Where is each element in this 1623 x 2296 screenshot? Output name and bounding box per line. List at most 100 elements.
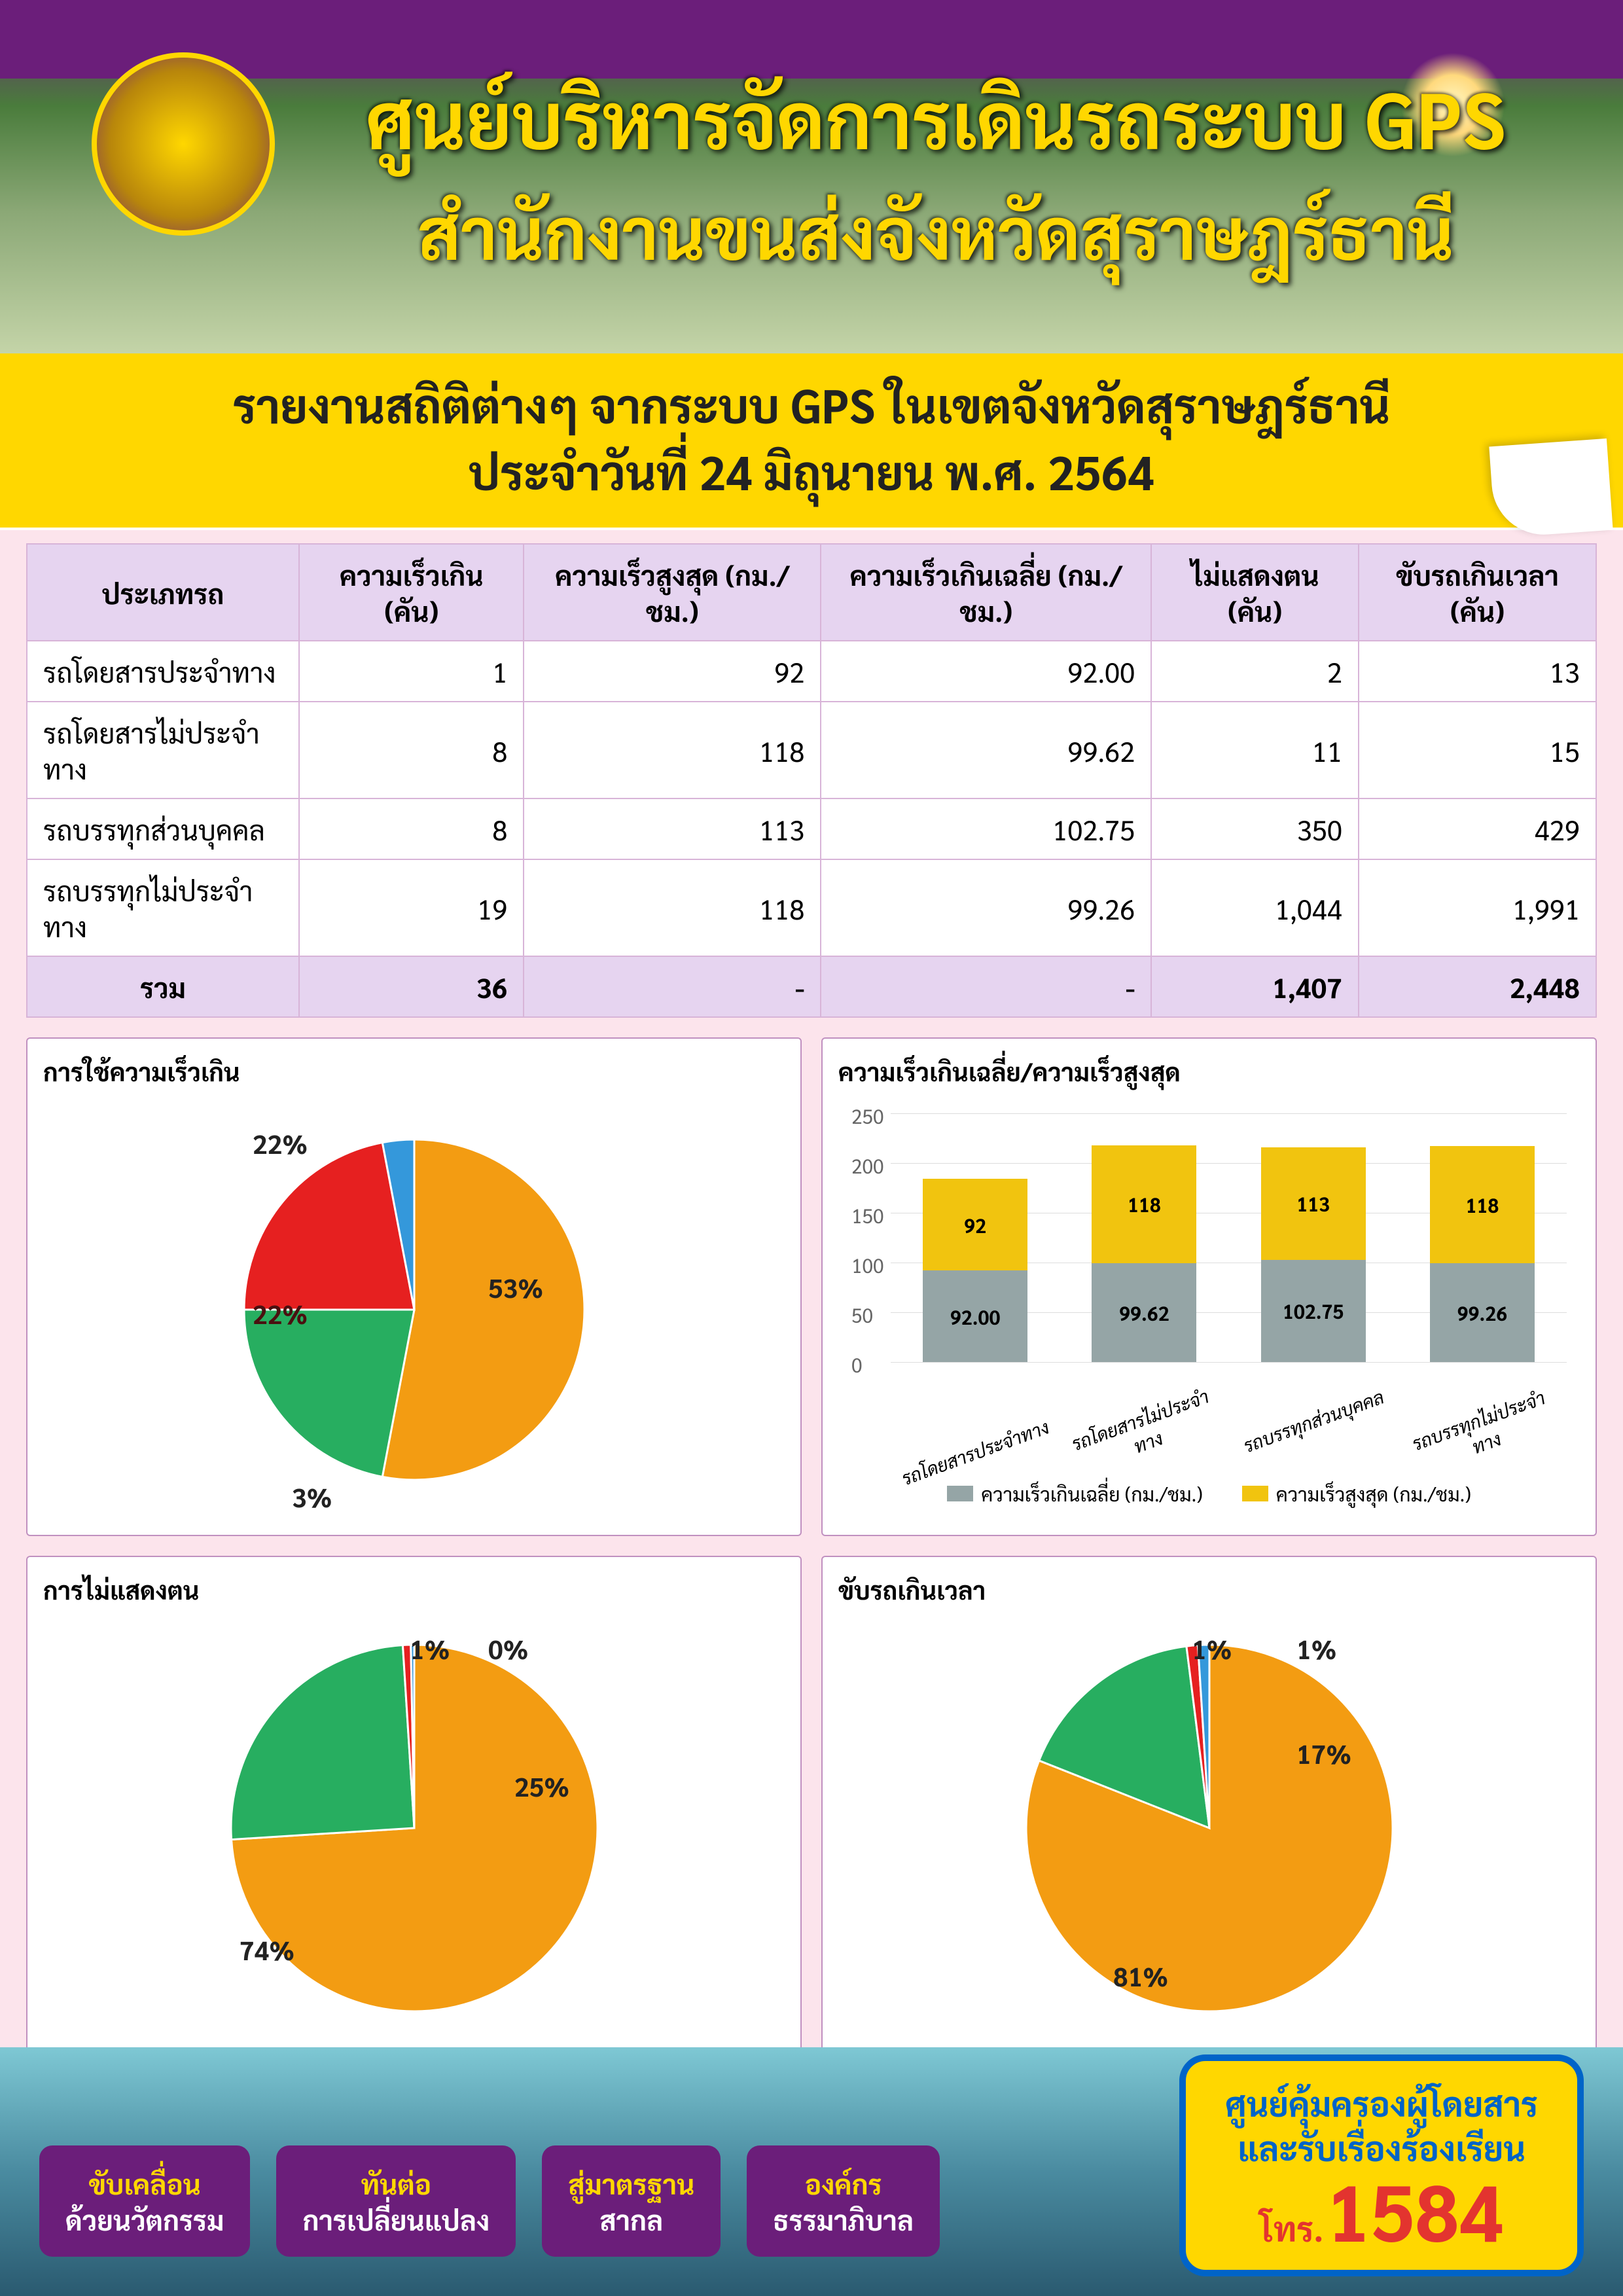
bar-category-label: รถบรรทุกไม่ประจำทาง — [1400, 1382, 1564, 1480]
pie-no-identify: การไม่แสดงตน 74% 25% 1% 0% — [26, 1556, 802, 2054]
table-cell: รถบรรทุกส่วนบุคคล — [27, 798, 299, 859]
table-cell: 13 — [1359, 641, 1596, 702]
pie-label: 81% — [1113, 1959, 1168, 1993]
badge-subtitle: สากล — [568, 2201, 694, 2237]
footer-badge: องค์กรธรรมาภิบาล — [747, 2145, 940, 2257]
stats-table: ประเภทรถความเร็วเกิน (คัน)ความเร็วสูงสุด… — [26, 543, 1597, 1018]
footer-badge: ทันต่อการเปลี่ยนแปลง — [276, 2145, 516, 2257]
table-cell: 92.00 — [821, 641, 1151, 702]
table-row: รถบรรทุกส่วนบุคคล8113102.75350429 — [27, 798, 1596, 859]
table-cell: รถบรรทุกไม่ประจำทาง — [27, 859, 299, 956]
table-header: ความเร็วสูงสุด (กม./ชม.) — [524, 544, 821, 641]
title-main: ศูนย์บริหารจัดการเดินรถระบบ GPS — [288, 65, 1584, 168]
hotline-tel-label: โทร. — [1260, 2206, 1324, 2250]
table-header: ไม่แสดงตน (คัน) — [1151, 544, 1359, 641]
y-tick-label: 0 — [851, 1352, 863, 1377]
table-cell: 429 — [1359, 798, 1596, 859]
table-header: ความเร็วเกินเฉลี่ย (กม./ชม.) — [821, 544, 1151, 641]
table-cell: 1,991 — [1359, 859, 1596, 956]
table-cell: รถโดยสารประจำทาง — [27, 641, 299, 702]
pie-label: 17% — [1296, 1736, 1351, 1770]
badge-subtitle: ด้วยนวัตกรรม — [65, 2201, 224, 2237]
chart-title: การใช้ความเร็วเกิน — [43, 1054, 785, 1087]
bar-segment-grey: 99.26 — [1430, 1263, 1535, 1362]
pie-label: 22% — [253, 1297, 308, 1331]
table-cell: 1 — [299, 641, 524, 702]
charts-grid: การใช้ความเร็วเกิน 53% 22% 22% 3% ความเร็วเ… — [0, 1024, 1623, 2068]
pie-speed-over: การใช้ความเร็วเกิน 53% 22% 22% 3% — [26, 1037, 802, 1536]
badge-title: ขับเคลื่อน — [65, 2165, 224, 2201]
y-tick-label: 100 — [851, 1252, 884, 1278]
table-cell: 36 — [299, 956, 524, 1017]
bar-segment-grey: 102.75 — [1261, 1260, 1366, 1362]
footer-section: ขับเคลื่อนด้วยนวัตกรรม ทันต่อการเปลี่ยนแป… — [0, 2047, 1623, 2296]
table-cell: 8 — [299, 798, 524, 859]
report-banner: รายงานสถิติต่างๆ จากระบบ GPS ในเขตจังหวั… — [0, 353, 1623, 530]
y-tick-label: 150 — [851, 1202, 884, 1228]
bar-segment-yellow: 118 — [1092, 1145, 1196, 1263]
pie-label: 25% — [514, 1769, 569, 1803]
table-cell: 19 — [299, 859, 524, 956]
bar-segment-yellow: 113 — [1261, 1147, 1366, 1260]
table-cell: 118 — [524, 859, 821, 956]
y-tick-label: 250 — [851, 1103, 884, 1128]
table-cell: - — [821, 956, 1151, 1017]
title-sub: สำนักงานขนส่งจังหวัดสุราษฎร์ธานี — [288, 183, 1584, 277]
bar-speed-chart: ความเร็วเกินเฉลี่ย/ความเร็วสูงสุด 0 50 100… — [821, 1037, 1597, 1536]
pie-label: 53% — [488, 1270, 543, 1304]
agency-emblem — [92, 52, 275, 236]
page-curl-icon — [1489, 439, 1613, 538]
y-tick-label: 200 — [851, 1153, 884, 1178]
pie-label: 0% — [488, 1632, 528, 1666]
pie-label: 1% — [1192, 1632, 1232, 1666]
footer-badge: สู่มาตรฐานสากล — [542, 2145, 721, 2257]
chart-title: ความเร็วเกินเฉลี่ย/ความเร็วสูงสุด — [838, 1054, 1580, 1087]
table-cell: 92 — [524, 641, 821, 702]
bar-segment-grey: 92.00 — [923, 1270, 1027, 1362]
banner-line1: รายงานสถิติต่างๆ จากระบบ GPS ในเขตจังหวั… — [39, 373, 1584, 435]
table-cell: 2 — [1151, 641, 1359, 702]
badge-subtitle: การเปลี่ยนแปลง — [302, 2201, 490, 2237]
table-row: รถโดยสารไม่ประจำทาง811899.621115 — [27, 702, 1596, 798]
badge-title: สู่มาตรฐาน — [568, 2165, 694, 2201]
pie-label: 74% — [240, 1933, 294, 1967]
hotline-box: ศูนย์คุ้มครองผู้โดยสาร และรับเรื่องร้องเ… — [1179, 2054, 1584, 2276]
pie-label: 1% — [410, 1632, 450, 1666]
legend-item: ความเร็วเกินเฉลี่ย (กม./ชม.) — [947, 1480, 1203, 1506]
bar-category-label: รถโดยสารไม่ประจำทาง — [1062, 1382, 1226, 1480]
header-section: ศูนย์บริหารจัดการเดินรถระบบ GPS สำนักงาน… — [0, 0, 1623, 353]
table-cell: รถโดยสารไม่ประจำทาง — [27, 702, 299, 798]
table-cell: 2,448 — [1359, 956, 1596, 1017]
table-cell: 11 — [1151, 702, 1359, 798]
table-row: รถบรรทุกไม่ประจำทาง1911899.261,0441,991 — [27, 859, 1596, 956]
bar-segment-yellow: 118 — [1430, 1146, 1535, 1263]
table-total-row: รวม36--1,4072,448 — [27, 956, 1596, 1017]
table-cell: 1,044 — [1151, 859, 1359, 956]
hotline-line1: ศูนย์คุ้มครองผู้โดยสาร — [1225, 2081, 1538, 2125]
badge-title: องค์กร — [773, 2165, 914, 2201]
data-table-section: ประเภทรถความเร็วเกิน (คัน)ความเร็วสูงสุด… — [0, 530, 1623, 1024]
y-tick-label: 50 — [851, 1302, 873, 1327]
table-cell: 99.26 — [821, 859, 1151, 956]
table-header: ขับรถเกินเวลา (คัน) — [1359, 544, 1596, 641]
table-row: รถโดยสารประจำทาง19292.00213 — [27, 641, 1596, 702]
table-header: ประเภทรถ — [27, 544, 299, 641]
table-cell: 99.62 — [821, 702, 1151, 798]
chart-title: การไม่แสดงตน — [43, 1573, 785, 1605]
table-cell: 113 — [524, 798, 821, 859]
bar-segment-yellow: 92 — [923, 1179, 1027, 1270]
table-cell: 8 — [299, 702, 524, 798]
table-cell: รวม — [27, 956, 299, 1017]
bar-category-label: รถโดยสารประจำทาง — [897, 1414, 1053, 1490]
bar-segment-grey: 99.62 — [1092, 1263, 1196, 1362]
table-header: ความเร็วเกิน (คัน) — [299, 544, 524, 641]
legend-item: ความเร็วสูงสุด (กม./ชม.) — [1242, 1480, 1471, 1506]
pie-label: 1% — [1296, 1632, 1336, 1666]
bar-category-label: รถบรรทุกส่วนบุคคล — [1236, 1383, 1391, 1459]
pie-over-time: ขับรถเกินเวลา 81%17%1%1% — [821, 1556, 1597, 2054]
pie-label: 22% — [253, 1126, 308, 1160]
table-cell: - — [524, 956, 821, 1017]
badge-title: ทันต่อ — [302, 2165, 490, 2201]
pie-label: 3% — [292, 1480, 332, 1514]
table-cell: 118 — [524, 702, 821, 798]
